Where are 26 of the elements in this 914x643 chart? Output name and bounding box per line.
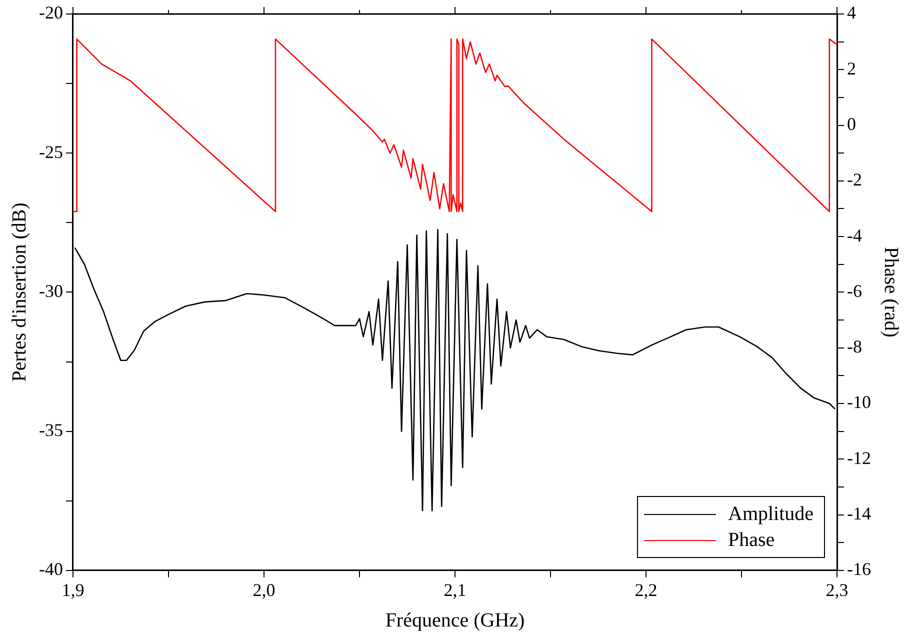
x-tick-label: 2,2 — [634, 580, 658, 600]
x-tick-label: 2,3 — [826, 580, 848, 600]
y-tick-label: -30 — [38, 280, 63, 301]
y2-tick-label: -2 — [847, 170, 862, 190]
y-axis-title: Pertes d'insertion (dB) — [8, 202, 30, 382]
x-tick-label: 2,1 — [444, 580, 466, 600]
y2-tick-label: 2 — [847, 58, 856, 78]
y2-tick-label: -16 — [847, 559, 872, 580]
y-tick-label: -20 — [38, 2, 63, 23]
y2-tick-label: -14 — [847, 503, 872, 524]
x-tick-label: 2,0 — [252, 580, 276, 600]
legend-label: Amplitude — [728, 502, 814, 526]
y2-tick-label: -10 — [847, 392, 872, 412]
y-tick-label: -40 — [38, 559, 63, 580]
y2-axis-title: Phase (rad) — [880, 246, 902, 338]
x-tick-label: 1,9 — [62, 580, 84, 600]
y2-tick-label: -12 — [847, 448, 872, 468]
y2-tick-label: -4 — [847, 225, 862, 246]
y2-tick-label: -8 — [847, 336, 862, 357]
y2-tick-label: 4 — [847, 2, 856, 23]
y-tick-label: -35 — [38, 420, 63, 440]
y2-tick-label: -6 — [847, 280, 862, 301]
y2-tick-label: 0 — [847, 114, 856, 134]
x-axis-title: Fréquence (GHz) — [385, 609, 525, 632]
y-tick-label: -25 — [38, 142, 63, 162]
legend-label: Phase — [728, 528, 775, 552]
